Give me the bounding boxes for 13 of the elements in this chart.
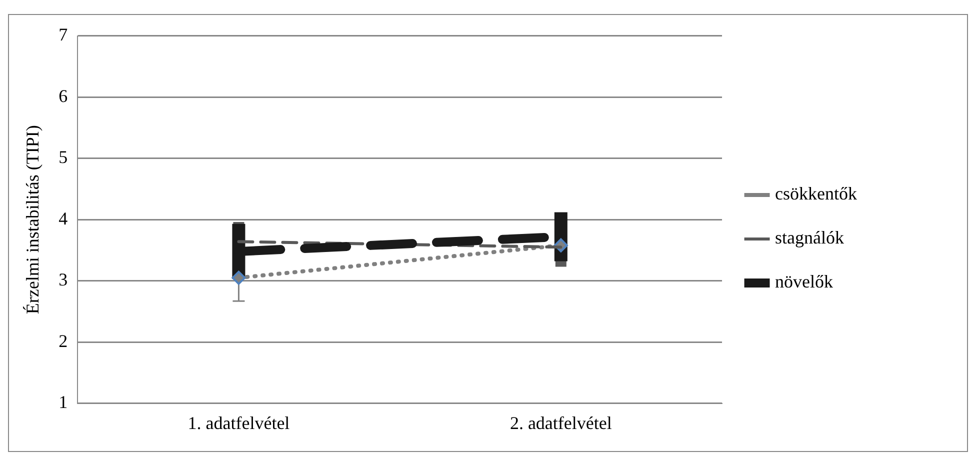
y-tick-label: 2 [58, 330, 68, 351]
legend-label: növelők [775, 272, 834, 292]
y-tick-label: 4 [58, 208, 68, 228]
y-tick-label: 6 [58, 86, 68, 106]
y-tick-label: 1 [58, 392, 68, 412]
y-tick-label: 5 [58, 147, 68, 168]
y-axis-title: Érzelmi instabilitás (TIPI) [22, 125, 43, 314]
legend-label: stagnálók [775, 228, 844, 248]
legend-label: csökkentők [775, 184, 857, 204]
x-tick-label: 1. adatfelvétel [188, 412, 290, 433]
y-tick-label: 7 [58, 24, 68, 45]
y-tick-label: 3 [58, 270, 68, 290]
x-tick-label: 2. adatfelvétel [510, 412, 612, 433]
